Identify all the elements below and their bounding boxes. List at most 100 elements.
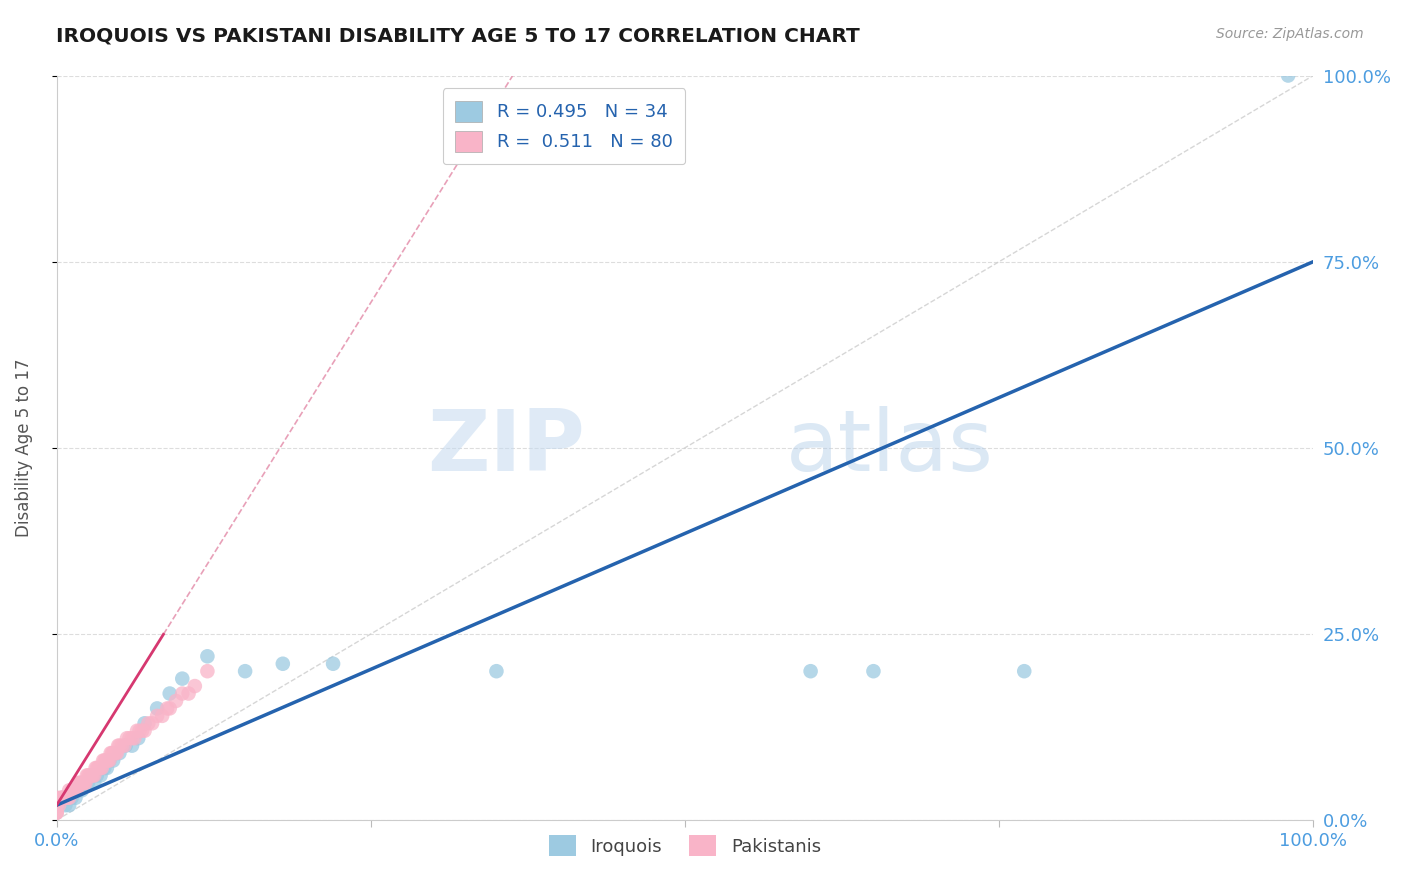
- Point: [66, 783, 89, 797]
- Point: [60, 790, 83, 805]
- Point: [134, 716, 156, 731]
- Point: [65, 790, 87, 805]
- Point: [197, 649, 219, 664]
- Point: [73, 776, 96, 790]
- Point: [49, 790, 72, 805]
- Point: [48, 798, 70, 813]
- Point: [72, 776, 94, 790]
- Point: [131, 723, 153, 738]
- Point: [271, 657, 294, 671]
- Point: [121, 739, 143, 753]
- Point: [146, 709, 169, 723]
- Y-axis label: Disability Age 5 to 17: Disability Age 5 to 17: [15, 359, 32, 537]
- Point: [134, 723, 156, 738]
- Point: [55, 790, 77, 805]
- Point: [45, 798, 67, 813]
- Point: [105, 746, 128, 760]
- Point: [84, 761, 107, 775]
- Point: [165, 694, 187, 708]
- Point: [55, 798, 77, 813]
- Text: IROQUOIS VS PAKISTANI DISABILITY AGE 5 TO 17 CORRELATION CHART: IROQUOIS VS PAKISTANI DISABILITY AGE 5 T…: [56, 27, 860, 45]
- Point: [83, 776, 105, 790]
- Legend: Iroquois, Pakistanis: Iroquois, Pakistanis: [541, 828, 828, 863]
- Point: [101, 754, 124, 768]
- Point: [101, 746, 124, 760]
- Point: [177, 686, 200, 700]
- Point: [45, 798, 67, 813]
- Point: [800, 664, 823, 678]
- Point: [108, 746, 131, 760]
- Point: [96, 761, 118, 775]
- Point: [124, 731, 146, 746]
- Point: [121, 731, 143, 746]
- Point: [111, 739, 134, 753]
- Point: [159, 701, 181, 715]
- Point: [55, 790, 77, 805]
- Point: [66, 776, 89, 790]
- Point: [138, 716, 160, 731]
- Point: [79, 768, 101, 782]
- Point: [197, 664, 219, 678]
- Point: [56, 790, 79, 805]
- Point: [45, 805, 67, 820]
- Text: ZIP: ZIP: [426, 407, 585, 490]
- Point: [70, 783, 93, 797]
- Point: [93, 754, 115, 768]
- Point: [1277, 69, 1299, 83]
- Point: [63, 783, 86, 797]
- Text: Source: ZipAtlas.com: Source: ZipAtlas.com: [1216, 27, 1364, 41]
- Point: [98, 754, 121, 768]
- Point: [67, 776, 90, 790]
- Point: [97, 754, 120, 768]
- Point: [73, 776, 96, 790]
- Point: [128, 723, 150, 738]
- Point: [77, 768, 100, 782]
- Point: [114, 739, 136, 753]
- Point: [90, 761, 112, 775]
- Point: [156, 701, 179, 715]
- Point: [52, 790, 75, 805]
- Point: [141, 716, 163, 731]
- Point: [52, 790, 75, 805]
- Point: [45, 805, 67, 820]
- Point: [75, 776, 97, 790]
- Point: [77, 776, 100, 790]
- Point: [51, 790, 73, 805]
- Point: [96, 754, 118, 768]
- Point: [93, 761, 115, 775]
- Point: [90, 761, 112, 775]
- Point: [86, 768, 108, 782]
- Point: [65, 783, 87, 797]
- Point: [67, 783, 90, 797]
- Point: [76, 768, 98, 782]
- Point: [83, 768, 105, 782]
- Point: [45, 798, 67, 813]
- Point: [114, 739, 136, 753]
- Point: [55, 790, 77, 805]
- Point: [69, 776, 91, 790]
- Point: [53, 790, 76, 805]
- Point: [159, 686, 181, 700]
- Point: [108, 739, 131, 753]
- Point: [58, 790, 80, 805]
- Point: [94, 754, 117, 768]
- Point: [103, 746, 125, 760]
- Point: [101, 746, 124, 760]
- Point: [70, 776, 93, 790]
- Point: [45, 805, 67, 820]
- Point: [322, 657, 344, 671]
- Point: [79, 768, 101, 782]
- Point: [125, 723, 148, 738]
- Point: [150, 709, 173, 723]
- Point: [862, 664, 884, 678]
- Point: [80, 768, 103, 782]
- Point: [127, 731, 149, 746]
- Point: [45, 798, 67, 813]
- Point: [62, 783, 84, 797]
- Point: [58, 783, 80, 797]
- Point: [91, 754, 114, 768]
- Point: [90, 768, 112, 782]
- Point: [89, 761, 111, 775]
- Point: [107, 739, 129, 753]
- Point: [45, 798, 67, 813]
